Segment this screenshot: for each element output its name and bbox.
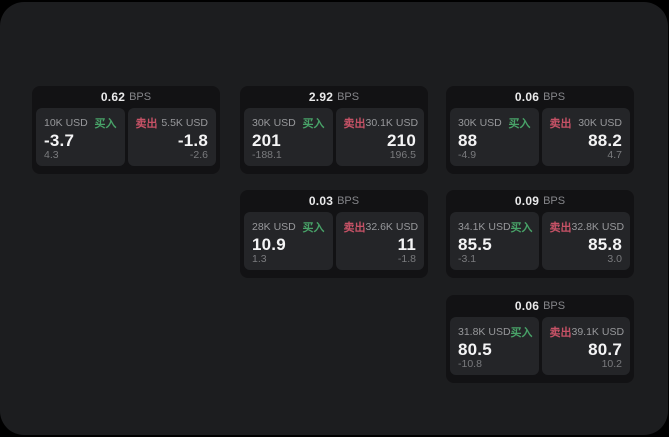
buy-label: 买入: [510, 222, 533, 234]
bps-header: 0.09 BPS: [446, 190, 634, 212]
buy-price: 85.5: [458, 234, 492, 254]
quote-card: 0.03 BPS 28K USD 买入 10.9 1.3 卖出 32.6K US…: [240, 190, 428, 278]
quote-body: 34.1K USD 买入 85.5 -3.1 卖出 32.8K USD 85.8…: [446, 212, 634, 274]
buy-amount: 28K USD: [252, 221, 296, 233]
buy-delta: -188.1: [252, 148, 282, 161]
bps-value: 2.92: [308, 90, 334, 104]
quote-body: 10K USD 买入 -3.7 4.3 卖出 5.5K USD -1.8 -2.…: [32, 108, 220, 170]
bps-unit: BPS: [543, 195, 566, 207]
bps-unit: BPS: [337, 195, 360, 207]
sell-amount: 32.8K USD: [571, 221, 625, 233]
sell-price: 85.8: [588, 234, 622, 254]
quote-body: 30K USD 买入 88 -4.9 卖出 30K USD 88.2 4.7: [446, 108, 634, 170]
sell-label: 卖出: [343, 222, 366, 234]
sell-price: 80.7: [588, 339, 622, 359]
sell-panel[interactable]: 卖出 30.1K USD 210 196.5: [335, 108, 424, 166]
buy-panel[interactable]: 34.1K USD 买入 85.5 -3.1: [450, 212, 539, 270]
bps-value: 0.09: [514, 194, 540, 208]
sell-delta: 4.7: [607, 148, 622, 161]
bps-header: 0.06 BPS: [446, 86, 634, 108]
bps-header: 0.03 BPS: [240, 190, 428, 212]
sell-amount: 5.5K USD: [161, 117, 208, 129]
buy-delta: 1.3: [252, 252, 267, 265]
bps-header: 0.62 BPS: [32, 86, 220, 108]
sell-price: 210: [387, 130, 416, 150]
bps-unit: BPS: [543, 300, 566, 312]
buy-delta: 4.3: [44, 148, 59, 161]
sell-amount: 30K USD: [578, 117, 622, 129]
bps-value: 0.03: [308, 194, 334, 208]
quote-card: 0.06 BPS 31.8K USD 买入 80.5 -10.8 卖出 39.1…: [446, 295, 634, 383]
buy-label: 买入: [510, 327, 533, 339]
quote-card: 0.62 BPS 10K USD 买入 -3.7 4.3 卖出 5.5K USD…: [32, 86, 220, 174]
sell-label: 卖出: [135, 118, 158, 130]
buy-price: 88: [458, 130, 478, 150]
buy-price: 201: [252, 130, 281, 150]
buy-amount: 31.8K USD: [458, 326, 511, 338]
sell-panel[interactable]: 卖出 32.8K USD 85.8 3.0: [541, 212, 630, 270]
bps-value: 0.06: [514, 299, 540, 313]
bps-value: 0.06: [514, 90, 540, 104]
buy-price: 80.5: [458, 339, 492, 359]
buy-label: 买入: [508, 118, 531, 130]
buy-delta: -10.8: [458, 357, 482, 370]
sell-amount: 30.1K USD: [365, 117, 419, 129]
bps-unit: BPS: [337, 91, 360, 103]
bps-value: 0.62: [100, 90, 126, 104]
buy-amount: 30K USD: [458, 117, 502, 129]
buy-delta: -3.1: [458, 252, 477, 265]
bps-header: 0.06 BPS: [446, 295, 634, 317]
sell-panel[interactable]: 卖出 39.1K USD 80.7 10.2: [541, 317, 630, 375]
quote-body: 28K USD 买入 10.9 1.3 卖出 32.6K USD 11 -1.8: [240, 212, 428, 274]
buy-label: 买入: [94, 118, 117, 130]
sell-label: 卖出: [549, 327, 572, 339]
quote-card: 0.06 BPS 30K USD 买入 88 -4.9 卖出 30K USD 8…: [446, 86, 634, 174]
sell-delta: 3.0: [607, 252, 622, 265]
sell-delta: -2.6: [189, 148, 208, 161]
sell-label: 卖出: [549, 118, 572, 130]
sell-amount: 32.6K USD: [365, 221, 419, 233]
buy-label: 买入: [302, 118, 325, 130]
sell-label: 卖出: [549, 222, 572, 234]
sell-delta: 196.5: [389, 148, 416, 161]
sell-price: 88.2: [588, 130, 622, 150]
buy-label: 买入: [302, 222, 325, 234]
sell-price: 11: [397, 234, 416, 254]
sell-delta: -1.8: [397, 252, 416, 265]
sell-panel[interactable]: 卖出 32.6K USD 11 -1.8: [335, 212, 424, 270]
buy-price: 10.9: [252, 234, 286, 254]
bps-unit: BPS: [543, 91, 566, 103]
sell-price: -1.8: [177, 130, 208, 150]
sell-delta: 10.2: [601, 357, 622, 370]
buy-price: -3.7: [44, 130, 75, 150]
buy-panel[interactable]: 30K USD 买入 201 -188.1: [244, 108, 333, 166]
buy-panel[interactable]: 10K USD 买入 -3.7 4.3: [36, 108, 125, 166]
quote-body: 30K USD 买入 201 -188.1 卖出 30.1K USD 210 1…: [240, 108, 428, 170]
sell-label: 卖出: [343, 118, 366, 130]
quote-card: 2.92 BPS 30K USD 买入 201 -188.1 卖出 30.1K …: [240, 86, 428, 174]
buy-amount: 34.1K USD: [458, 221, 511, 233]
bps-header: 2.92 BPS: [240, 86, 428, 108]
quote-card: 0.09 BPS 34.1K USD 买入 85.5 -3.1 卖出 32.8K…: [446, 190, 634, 278]
quote-body: 31.8K USD 买入 80.5 -10.8 卖出 39.1K USD 80.…: [446, 317, 634, 379]
buy-amount: 30K USD: [252, 117, 296, 129]
buy-panel[interactable]: 28K USD 买入 10.9 1.3: [244, 212, 333, 270]
bps-unit: BPS: [129, 91, 152, 103]
buy-panel[interactable]: 30K USD 买入 88 -4.9: [450, 108, 539, 166]
sell-panel[interactable]: 卖出 5.5K USD -1.8 -2.6: [127, 108, 216, 166]
sell-amount: 39.1K USD: [571, 326, 625, 338]
sell-panel[interactable]: 卖出 30K USD 88.2 4.7: [541, 108, 630, 166]
buy-delta: -4.9: [458, 148, 477, 161]
buy-panel[interactable]: 31.8K USD 买入 80.5 -10.8: [450, 317, 539, 375]
buy-amount: 10K USD: [44, 117, 88, 129]
